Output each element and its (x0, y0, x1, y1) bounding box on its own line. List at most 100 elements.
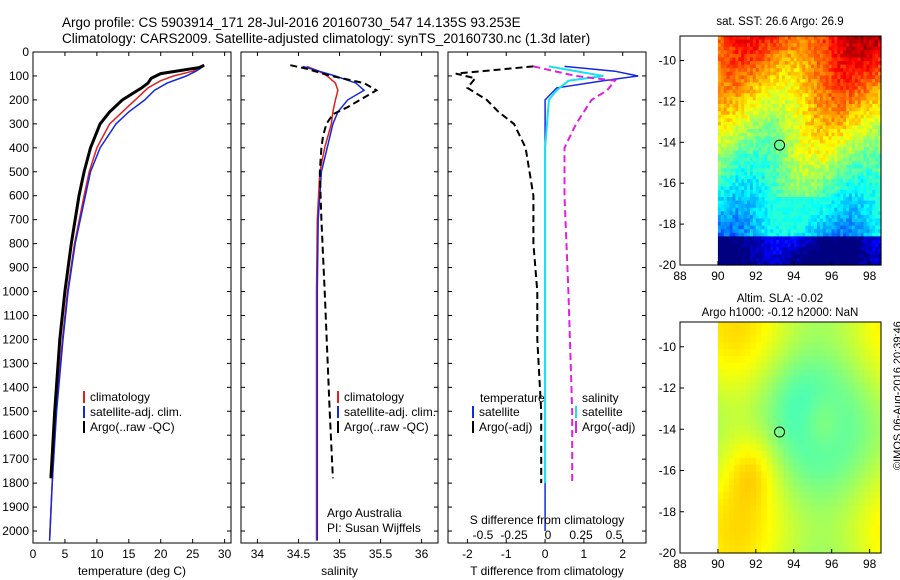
sst-map-cell (866, 207, 870, 212)
sst-map-cell (749, 139, 754, 144)
sla-map-cell (810, 423, 817, 432)
sst-map-cell (752, 179, 757, 184)
sst-map-cell (866, 107, 870, 112)
sla-map-cell (799, 512, 806, 520)
sst-map-cell (863, 157, 868, 162)
sst-map-cell (869, 64, 873, 69)
sst-map-cell (875, 254, 879, 259)
sst-map-cell (819, 261, 824, 266)
sst-map-cell (878, 96, 882, 102)
sla-map-cell (788, 451, 795, 459)
sst-map-cell (799, 261, 803, 266)
sla-map-cell (728, 491, 735, 500)
sst-map-cell (773, 171, 777, 177)
sst-map-cell (781, 103, 786, 109)
sst-map-cell (822, 161, 827, 166)
sst-map-cell (744, 132, 748, 137)
sst-map-cell (755, 114, 760, 119)
sst-map-cell (717, 89, 722, 94)
sst-map-cell (811, 222, 815, 227)
sla-map-cell (864, 457, 871, 466)
sst-map-cell (787, 200, 792, 205)
sla-map-cell (870, 349, 877, 357)
sst-map-cell (851, 86, 856, 91)
sst-map-cell (811, 171, 815, 177)
sst-map-cell (723, 118, 728, 123)
sst-map-cell (843, 118, 847, 123)
sst-map-cell (779, 261, 783, 266)
sst-map-cell (872, 129, 876, 134)
sst-map-cell (735, 57, 739, 62)
sst-map-cell (770, 211, 774, 216)
sla-map-cell (750, 464, 757, 473)
sst-map-cell (744, 82, 748, 87)
sst-map-cell (799, 168, 803, 173)
sst-map-cell (840, 89, 844, 94)
sst-map-cell (773, 257, 777, 263)
sst-map-cell (831, 229, 835, 234)
sst-map-cell (717, 236, 722, 241)
sla-map-cell (783, 478, 790, 486)
sst-map-cell (825, 218, 830, 223)
sla-map-cell (848, 471, 855, 479)
sst-map-cell (816, 64, 821, 69)
sla-map-cell (745, 512, 752, 520)
sst-map-cell (854, 71, 859, 76)
sst-map-cell (875, 225, 879, 230)
sst-map-cell (848, 39, 853, 44)
sst-map-cell (781, 114, 786, 119)
sst-map-cell (848, 139, 853, 144)
sst-map-cell (773, 157, 777, 162)
sst-map-cell (863, 254, 868, 259)
sst-map-cell (848, 236, 853, 241)
sst-map-cell (825, 247, 830, 252)
sst-map-cell (764, 146, 769, 152)
sst-map-cell (717, 93, 722, 98)
salinity-axes-frame (240, 51, 439, 544)
sst-map-cell (863, 103, 868, 109)
sst-map-cell (758, 250, 763, 255)
sst-map-cell (773, 61, 777, 66)
sla-map-cell (821, 525, 828, 534)
sst-map-cell (784, 118, 789, 123)
sst-map-cell (872, 207, 876, 212)
sst-map-cell (878, 139, 882, 144)
sla-map-cell (717, 383, 724, 391)
sst-map-cell (787, 61, 792, 66)
sla-map-cell (832, 471, 839, 479)
sla-map-cell (842, 539, 849, 547)
sst-map-cell (726, 57, 731, 62)
sst-map-cell (729, 132, 734, 137)
sst-map-cell (761, 61, 766, 66)
sst-map-cell (843, 139, 847, 144)
sst-map-cell (866, 143, 870, 148)
sst-map-cell (735, 182, 739, 187)
sst-map-cell (843, 225, 847, 230)
sst-map-cell (755, 50, 760, 55)
sla-map-cell (755, 355, 763, 364)
sst-map-cell (720, 229, 725, 234)
sst-map-cell (723, 164, 728, 169)
sla-map-cell (734, 328, 741, 337)
sla-map-cell (870, 485, 877, 493)
sst-map-cell (872, 150, 876, 155)
sst-map-cell (749, 93, 754, 98)
sst-map-cell (793, 222, 798, 227)
sst-map-cell (729, 86, 734, 91)
sst-map-cell (749, 114, 754, 119)
sst-map-cell (846, 229, 850, 234)
sst-map-cell (822, 82, 827, 87)
sst-map-cell (802, 261, 806, 266)
sst-map-cell (814, 64, 818, 69)
sst-map-cell (732, 146, 736, 152)
sst-map-cell (799, 143, 803, 148)
sla-map-cell (842, 369, 849, 377)
sst-map-cell (796, 86, 801, 91)
sst-map-cell (761, 218, 766, 223)
sst-map-cell (840, 118, 844, 123)
sst-map-cell (872, 200, 876, 205)
sst-map-cell (776, 257, 780, 263)
sst-map-cell (773, 46, 777, 51)
sst-map-cell (770, 43, 774, 48)
sst-map-cell (816, 78, 821, 84)
